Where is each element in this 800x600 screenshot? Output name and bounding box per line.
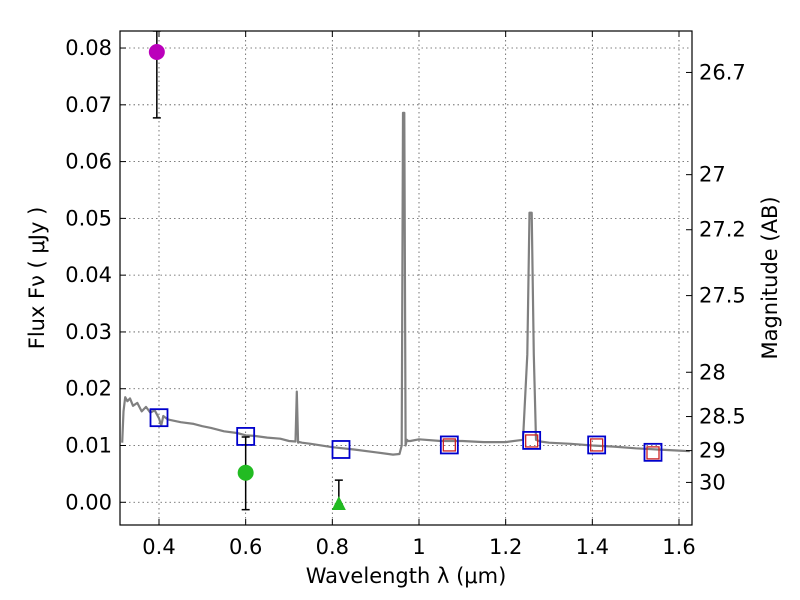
model-band-point xyxy=(149,408,169,428)
y2-tick-label: 28.5 xyxy=(699,405,746,429)
y2-tick-label: 26.7 xyxy=(699,60,746,84)
y-tick-label: 0.08 xyxy=(65,36,112,60)
y2-tick-label: 28 xyxy=(699,360,726,384)
detection-point xyxy=(148,44,165,61)
model-band-point xyxy=(643,442,663,462)
x-axis-title: Wavelength λ (μm) xyxy=(306,564,507,588)
y2-tick-label: 29 xyxy=(699,439,726,463)
observed-band-point xyxy=(590,438,604,452)
y-tick-label: 0.06 xyxy=(65,150,112,174)
y2-tick-label: 27.5 xyxy=(699,284,746,308)
data-markers xyxy=(148,31,663,511)
y-tick-label: 0.02 xyxy=(65,377,112,401)
y-tick-label: 0.03 xyxy=(65,320,112,344)
y2-tick-label: 27 xyxy=(699,163,726,187)
tick-labels: 0.4 0.6 0.8 1 1.2 1.4 1.6 0.00 0.01 0.02 0.03 0.04 0… xyxy=(65,36,746,559)
x-tick-label: 1.2 xyxy=(489,535,522,559)
y-tick-label: 0.04 xyxy=(65,263,112,287)
y-tick-label: 0.07 xyxy=(65,93,112,117)
observed-band-point xyxy=(525,434,539,448)
detection-point xyxy=(237,464,254,481)
grid xyxy=(120,31,692,525)
y2-axis-title: Magnitude (AB) xyxy=(758,196,782,359)
y2-tick-label: 27.2 xyxy=(699,218,746,242)
model-band-point xyxy=(587,435,607,455)
y-tick-label: 0.00 xyxy=(65,490,112,514)
x-tick-label: 1 xyxy=(412,535,425,559)
model-band-point xyxy=(331,440,351,459)
observed-band-point xyxy=(646,446,660,460)
x-tick-label: 0.4 xyxy=(142,535,175,559)
observed-band-point xyxy=(442,438,456,452)
plot-frame xyxy=(119,30,693,526)
y-tick-label: 0.01 xyxy=(65,434,112,458)
x-tick-label: 0.6 xyxy=(229,535,262,559)
axis-ticks xyxy=(120,31,692,525)
upper-limit-point xyxy=(331,495,346,510)
model-band-point xyxy=(439,435,459,455)
x-tick-label: 1.6 xyxy=(662,535,695,559)
x-tick-label: 0.8 xyxy=(316,535,349,559)
y2-tick-label: 30 xyxy=(699,470,726,494)
model-band-point xyxy=(522,430,542,450)
x-tick-label: 1.4 xyxy=(576,535,609,559)
model-spectrum-line xyxy=(121,111,690,456)
y-tick-label: 0.05 xyxy=(65,206,112,230)
y-axis-title: Flux Fν ( μJy ) xyxy=(25,207,49,350)
